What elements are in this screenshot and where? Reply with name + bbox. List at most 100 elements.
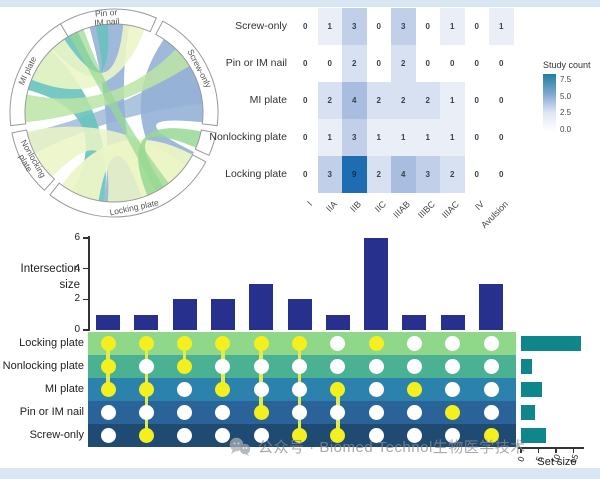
upset-y-tick: [83, 237, 88, 239]
heatmap-cell: 0: [415, 44, 440, 82]
heatmap-row-label: Locking plate: [225, 168, 287, 180]
heatmap-cell: 1: [391, 118, 416, 156]
set-size-tick: [520, 448, 522, 453]
matrix-row-label: MI plate: [44, 383, 84, 395]
set-size-axis-label: Set size: [537, 456, 577, 468]
heatmap-legend: Study count 7.5 5.0 2.5 0.0: [543, 60, 591, 136]
matrix-dot: [138, 358, 154, 374]
matrix-dot: [330, 335, 346, 351]
matrix-dot: [483, 404, 499, 420]
matrix-dot: [215, 335, 231, 351]
intersection-bar: [96, 314, 120, 330]
intersection-bar: [134, 314, 159, 330]
matrix-dot: [483, 381, 499, 397]
heatmap-cell: 1: [317, 118, 342, 156]
heatmap-cell: 1: [317, 7, 342, 45]
upset-y-tick-label: 0: [74, 324, 80, 335]
legend-tick: 7.5: [560, 75, 572, 84]
matrix-dot: [368, 335, 384, 351]
matrix-dot: [445, 427, 461, 443]
heatmap-cell: 0: [489, 81, 514, 119]
wechat-bubbles-icon: [229, 437, 251, 456]
matrix-dot: [330, 404, 346, 420]
intersection-bar: [172, 299, 197, 330]
matrix-dot: [138, 404, 154, 420]
matrix-dot: [368, 427, 384, 443]
matrix-dot: [368, 381, 384, 397]
matrix-dot: [177, 358, 193, 374]
chord-arc-segment: [56, 8, 157, 40]
heatmap-row-label: Nonlocking plate: [209, 131, 287, 143]
heatmap-cell: 1: [440, 118, 465, 156]
intersection-bar: [440, 314, 465, 330]
set-size-tick: [555, 448, 557, 453]
matrix-dot: [292, 427, 307, 443]
matrix-dot: [253, 335, 269, 351]
set-size-bar: [521, 404, 535, 420]
heatmap-cell: 1: [440, 81, 465, 119]
matrix-dot: [138, 335, 154, 351]
matrix-dot: [100, 381, 116, 397]
heatmap-cell: 0: [293, 44, 318, 82]
heatmap-row-label: Pin or IM nail: [225, 57, 287, 69]
top-frame-strip: [0, 0, 600, 7]
set-size-bar: [521, 335, 581, 351]
matrix-dot: [445, 404, 461, 420]
upset-y-tick-label: 4: [74, 262, 80, 274]
heatmap-cell: 0: [366, 7, 391, 45]
upset-y-tick-label: 6: [74, 232, 80, 244]
watermark-text: 公众号 · Biomed Technol生物医学技术: [258, 439, 526, 456]
matrix-row-label: Locking plate: [19, 337, 84, 349]
heatmap-cell: 0: [293, 81, 318, 119]
matrix-dot: [368, 404, 384, 420]
legend-gradient-bar: [543, 74, 556, 132]
set-size-bar: [521, 381, 542, 397]
heatmap-cell: 0: [293, 118, 318, 156]
heatmap-cell: 0: [464, 44, 489, 82]
heatmap-cell: 0: [489, 118, 514, 156]
matrix-dot: [330, 358, 346, 374]
intersection-bar: [325, 314, 350, 330]
heatmap-cell: 0: [464, 81, 489, 119]
heatmap-cell: 1: [415, 118, 440, 156]
matrix-dot: [100, 427, 116, 443]
matrix-dot: [215, 358, 231, 374]
matrix-row-label: Screw-only: [29, 429, 84, 441]
chord-arc-segment: [155, 20, 219, 127]
heatmap-cell: 3: [342, 118, 367, 156]
heatmap-cell: 3: [391, 7, 416, 45]
matrix-row-label: Nonlocking plate: [2, 360, 84, 372]
heatmap-cell: 0: [366, 44, 391, 82]
heatmap-cell: 0: [293, 7, 318, 45]
heatmap-cell: 2: [440, 155, 465, 193]
chord-arc-segment: [49, 154, 207, 218]
heatmap-cell: 1: [489, 7, 514, 45]
heatmap-cell: 2: [391, 44, 416, 82]
heatmap-cell: 2: [415, 81, 440, 119]
matrix-dot: [406, 427, 422, 443]
matrix-dot: [177, 381, 193, 397]
set-size-bar: [521, 358, 532, 374]
chord-ribbon: [31, 24, 145, 90]
set-size-axis: [518, 447, 584, 449]
legend-tick: 5.0: [560, 91, 572, 101]
matrix-dot: [100, 358, 116, 374]
heatmap-cell: 2: [366, 81, 391, 119]
heatmap-cell: 0: [415, 7, 440, 45]
matrix-dot: [292, 381, 307, 397]
intersection-bar: [402, 314, 427, 330]
matrix-dot: [483, 427, 499, 443]
matrix-dot: [292, 358, 307, 374]
matrix-dot: [445, 358, 461, 374]
heatmap-cell: 2: [391, 81, 416, 119]
chord-arc-segment: [11, 129, 56, 191]
intersection-size-axis-label: Intersection size: [20, 263, 80, 291]
set-size-tick: [537, 448, 540, 453]
heatmap-cell: 0: [464, 118, 489, 156]
matrix-dot: [215, 404, 231, 420]
matrix-dot: [177, 404, 193, 420]
heatmap-cell: 2: [342, 44, 367, 82]
matrix-dot: [253, 404, 269, 420]
intersection-bar: [249, 284, 274, 330]
